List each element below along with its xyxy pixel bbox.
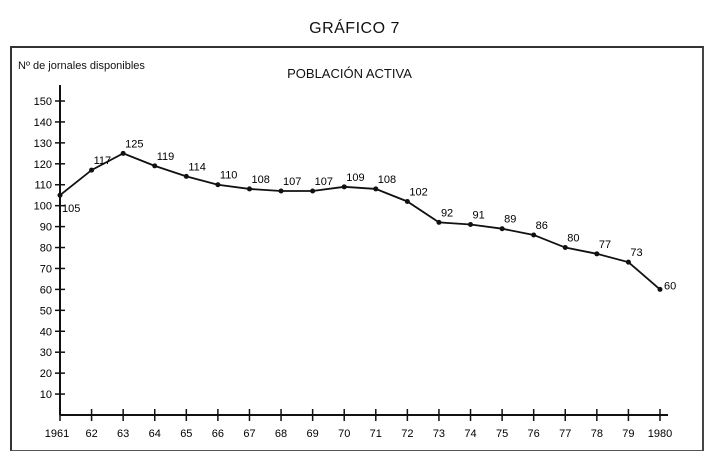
y-axis-label: Nº de jornales disponibles — [18, 60, 145, 72]
y-tick-label: 80 — [40, 243, 52, 255]
data-point — [246, 186, 252, 192]
data-label: 77 — [599, 239, 611, 251]
y-tick-label: 40 — [40, 326, 52, 338]
x-tick-label: 62 — [85, 428, 97, 440]
data-point — [436, 219, 442, 225]
data-point — [183, 173, 189, 179]
data-label: 108 — [378, 174, 396, 186]
y-tick-label: 90 — [40, 222, 52, 234]
data-point — [310, 188, 316, 194]
x-tick-label: 69 — [307, 428, 319, 440]
data-point — [531, 232, 537, 238]
chart-subtitle: POBLACIÓN ACTIVA — [287, 66, 412, 81]
data-point — [562, 245, 568, 251]
y-tick-label: 100 — [34, 201, 52, 213]
data-point — [373, 186, 379, 192]
x-tick-label: 76 — [528, 428, 540, 440]
y-tick-label: 130 — [34, 138, 52, 150]
x-tick-label: 79 — [622, 428, 634, 440]
y-tick-label: 70 — [40, 263, 52, 275]
data-label: 91 — [473, 210, 485, 222]
chart-frame — [10, 46, 704, 451]
x-tick-label: 71 — [370, 428, 382, 440]
data-label: 105 — [62, 203, 80, 215]
data-point — [152, 163, 158, 169]
data-label: 110 — [220, 170, 238, 182]
x-tick-label: 77 — [559, 428, 571, 440]
data-label: 102 — [409, 186, 427, 198]
data-point — [625, 259, 631, 265]
y-tick-label: 120 — [34, 159, 52, 171]
data-point — [468, 222, 474, 228]
data-label: 80 — [567, 233, 579, 245]
x-tick-label: 78 — [591, 428, 603, 440]
data-label: 73 — [630, 247, 642, 259]
data-point — [120, 150, 126, 156]
data-label: 92 — [441, 207, 453, 219]
x-tick-label: 1980 — [648, 428, 672, 440]
data-point — [404, 198, 410, 204]
data-label: 108 — [251, 174, 269, 186]
data-point — [499, 226, 505, 232]
y-tick-label: 60 — [40, 284, 52, 296]
data-label: 109 — [346, 172, 364, 184]
y-tick-label: 110 — [34, 180, 52, 192]
data-point — [57, 192, 63, 198]
x-tick-label: 67 — [243, 428, 255, 440]
y-tick-label: 30 — [40, 347, 52, 359]
x-tick-label: 68 — [275, 428, 287, 440]
x-tick-label: 65 — [180, 428, 192, 440]
chart-title: GRÁFICO 7 — [309, 20, 400, 37]
data-label: 119 — [157, 151, 175, 163]
data-label: 89 — [504, 214, 516, 226]
x-tick-label: 70 — [338, 428, 350, 440]
data-point — [89, 167, 95, 173]
x-tick-label: 75 — [496, 428, 508, 440]
y-tick-label: 140 — [34, 117, 52, 129]
x-tick-label: 72 — [401, 428, 413, 440]
x-tick-label: 73 — [433, 428, 445, 440]
x-tick-label: 64 — [149, 428, 161, 440]
x-tick-label: 74 — [464, 428, 476, 440]
y-tick-label: 10 — [40, 389, 52, 401]
data-label: 86 — [536, 220, 548, 232]
data-label: 117 — [94, 155, 112, 167]
data-label: 107 — [283, 176, 301, 188]
x-tick-label: 66 — [212, 428, 224, 440]
data-line — [59, 152, 661, 291]
data-label: 125 — [125, 138, 143, 150]
data-label: 60 — [664, 280, 676, 292]
data-label: 114 — [188, 161, 206, 173]
x-tick-label: 63 — [117, 428, 129, 440]
data-point — [341, 184, 347, 190]
data-point — [594, 251, 600, 257]
y-tick-label: 20 — [40, 368, 52, 380]
data-point — [657, 286, 663, 292]
data-label: 107 — [315, 176, 333, 188]
y-tick-label: 150 — [34, 96, 52, 108]
data-point — [215, 182, 221, 188]
y-tick-label: 50 — [40, 305, 52, 317]
data-point — [278, 188, 284, 194]
x-tick-label: 1961 — [45, 428, 69, 440]
